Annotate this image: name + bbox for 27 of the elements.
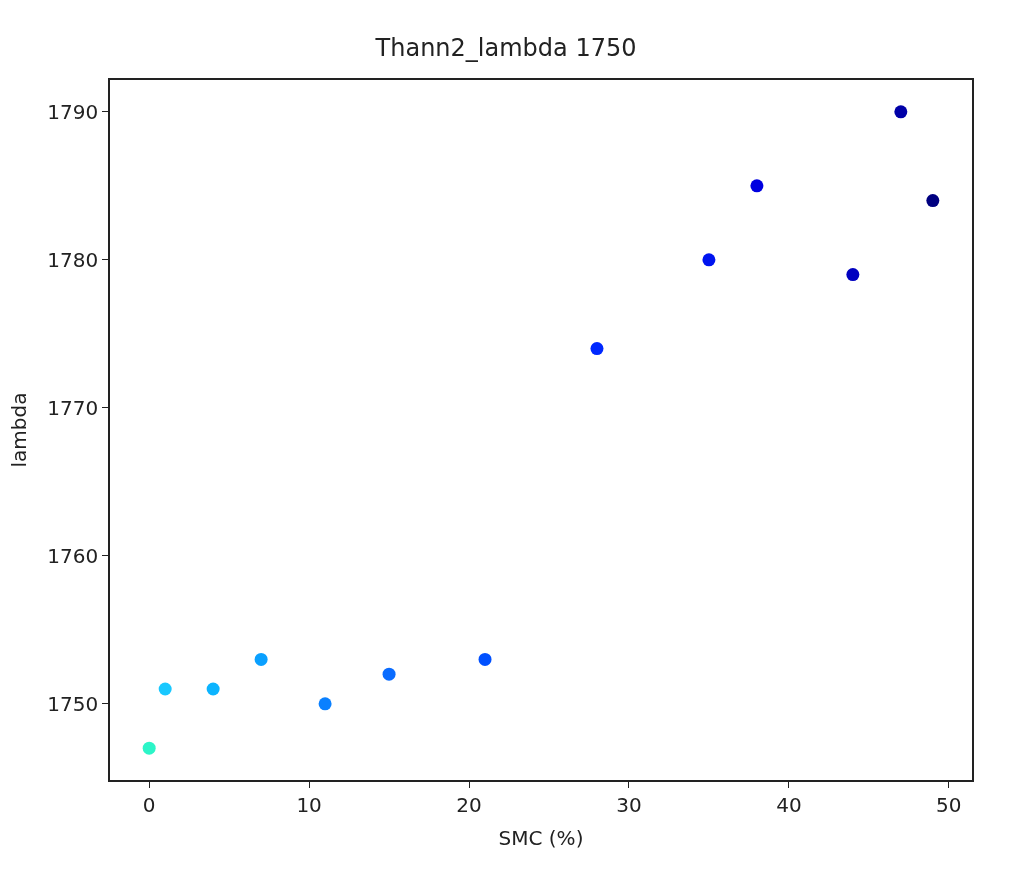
- point: [158, 682, 172, 696]
- point: [254, 652, 268, 666]
- y-tick-label: 1750: [47, 691, 99, 716]
- y-axis-title: lambda: [7, 392, 32, 468]
- chart-title: Thann2_lambda 1750: [374, 34, 637, 63]
- point: [318, 697, 332, 711]
- point: [478, 652, 492, 666]
- point: [926, 194, 940, 208]
- x-tick-label: 30: [616, 792, 642, 817]
- point: [750, 179, 764, 193]
- point: [894, 105, 908, 119]
- x-tick-label: 50: [936, 792, 962, 817]
- point: [206, 682, 220, 696]
- x-axis-title: SMC (%): [498, 825, 584, 850]
- point: [702, 253, 716, 267]
- y-tick-label: 1780: [47, 247, 99, 272]
- x-tick-label: 0: [142, 792, 156, 817]
- x-tick-label: 20: [456, 792, 482, 817]
- point: [142, 741, 156, 755]
- point: [590, 342, 604, 356]
- y-tick-label: 1760: [47, 543, 99, 568]
- x-tick-label: 10: [296, 792, 322, 817]
- x-tick-label: 40: [776, 792, 802, 817]
- y-tick-label: 1770: [47, 395, 99, 420]
- point: [382, 667, 396, 681]
- point: [846, 268, 860, 282]
- y-tick-label: 1790: [47, 99, 99, 124]
